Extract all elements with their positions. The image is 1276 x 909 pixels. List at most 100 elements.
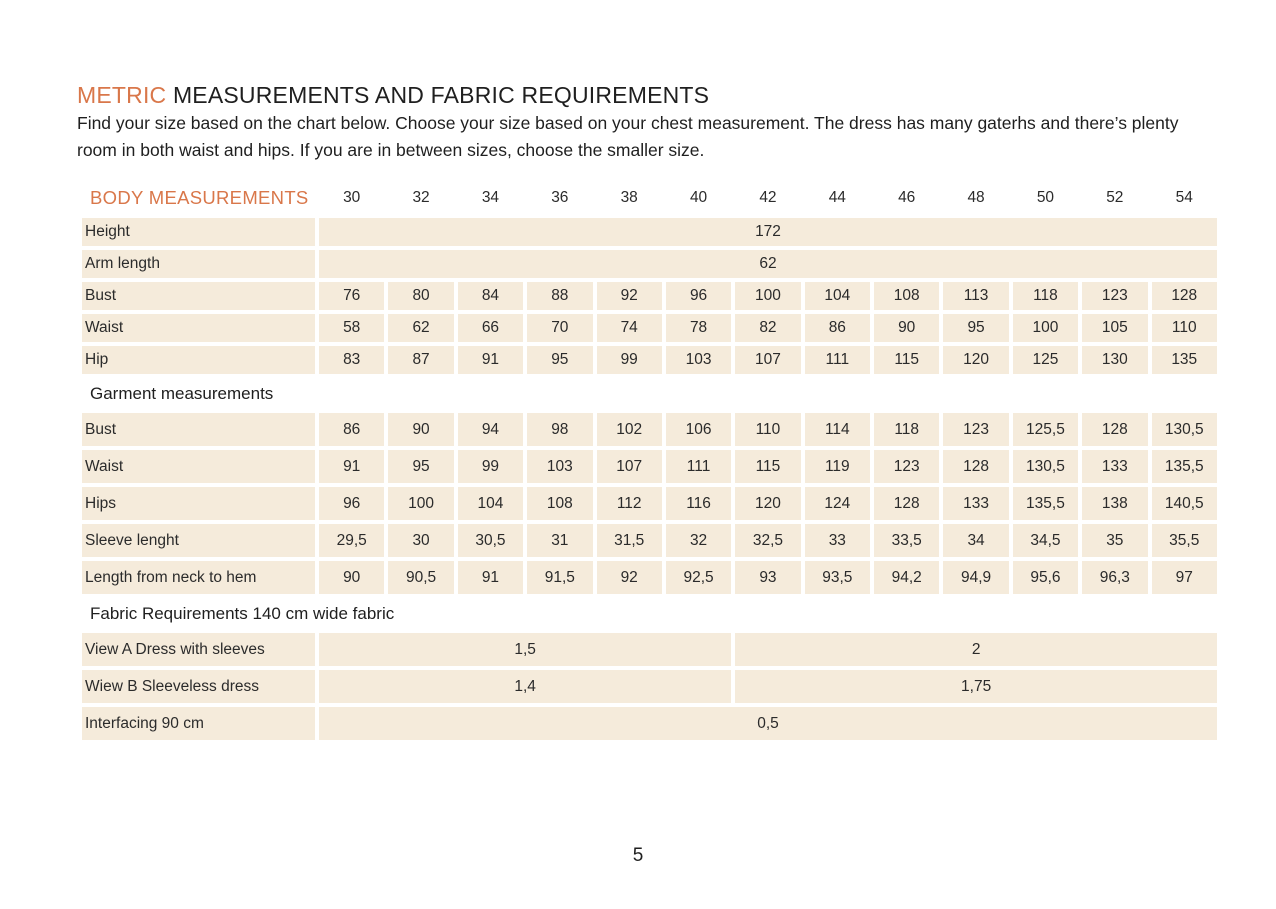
- value-cell: 90: [874, 314, 940, 342]
- value-cell: 128: [874, 487, 940, 520]
- value-cell: 86: [804, 314, 870, 342]
- garment-row-hips: Hips 96 100 104 108 112 116 120 124 128 133 135,5 13…: [82, 487, 1217, 520]
- row-label: Hips: [82, 487, 315, 520]
- fabric-row-view-b: Wiew B Sleeveless dress 1,4 1,75: [82, 670, 1217, 703]
- body-row-height: Height 172: [82, 218, 1217, 246]
- value-cell: 93,5: [804, 561, 870, 594]
- value-cell: 30,5: [457, 524, 524, 557]
- value-cell: 123: [943, 413, 1009, 446]
- value-cell: 111: [665, 450, 732, 483]
- size-label: 36: [551, 188, 569, 206]
- value-cell: 115: [874, 346, 940, 374]
- value-cell: 100: [1012, 314, 1079, 342]
- value-cell: 100: [388, 487, 454, 520]
- size-label: 32: [412, 188, 430, 206]
- value-cell: 76: [319, 282, 385, 310]
- body-row-waist: Waist 58 62 66 70 74 78 82 86 90 95 100 105 110: [82, 314, 1217, 342]
- fabric-value-large-sizes: 1,75: [735, 670, 1217, 703]
- row-label: Interfacing 90 cm: [82, 707, 315, 740]
- value-cell: 32: [665, 524, 732, 557]
- value-cell: 110: [1151, 314, 1217, 342]
- value-cell: 103: [527, 450, 593, 483]
- value-cell: 98: [527, 413, 593, 446]
- value-cell: 115: [735, 450, 801, 483]
- value-cell: 108: [527, 487, 593, 520]
- value-cell: 96,3: [1082, 561, 1148, 594]
- value-cell: 96: [319, 487, 385, 520]
- size-label: 30: [343, 188, 361, 206]
- value-cell: 130: [1082, 346, 1148, 374]
- value-cell: 140,5: [1151, 487, 1217, 520]
- fabric-row-interfacing: Interfacing 90 cm 0,5: [82, 707, 1217, 740]
- value-cell: 135: [1151, 346, 1217, 374]
- value-cell: 123: [1082, 282, 1148, 310]
- value-cell: 88: [527, 282, 593, 310]
- value-cell: 118: [1012, 282, 1079, 310]
- row-label: Waist: [82, 314, 315, 342]
- value-cell: 91: [457, 561, 524, 594]
- garment-row-length: Length from neck to hem 90 90,5 91 91,5 92 92,…: [82, 561, 1217, 594]
- value-cell: 91,5: [527, 561, 593, 594]
- row-label: Arm length: [82, 250, 315, 278]
- value-cell: 99: [596, 346, 662, 374]
- value-cell: 133: [943, 487, 1009, 520]
- value-cell: 94,2: [874, 561, 940, 594]
- size-chart-table: BODY MEASUREMENTS 30 32 34 36 38 40 42 44 46 48 50 5…: [78, 177, 1221, 744]
- value-cell: 107: [735, 346, 801, 374]
- value-cell: 86: [319, 413, 385, 446]
- value-cell: 105: [1082, 314, 1148, 342]
- row-label: Sleeve lenght: [82, 524, 315, 557]
- value-cell: 138: [1082, 487, 1148, 520]
- size-label: 42: [759, 188, 777, 206]
- value-cell: 92: [596, 282, 662, 310]
- value-cell: 111: [804, 346, 870, 374]
- value-cell: 90: [319, 561, 385, 594]
- value-cell: 128: [1082, 413, 1148, 446]
- value-cell: 108: [874, 282, 940, 310]
- value-cell: 92: [596, 561, 662, 594]
- fabric-row-view-a: View A Dress with sleeves 1,5 2: [82, 633, 1217, 666]
- value-cell: 34,5: [1012, 524, 1079, 557]
- garment-measurements-heading: Garment measurements: [90, 383, 274, 403]
- row-label: Bust: [82, 282, 315, 310]
- size-header-row: BODY MEASUREMENTS 30 32 34 36 38 40 42 44 46 48 50 5…: [82, 181, 1217, 214]
- value-cell: 29,5: [319, 524, 385, 557]
- garment-row-sleeve: Sleeve lenght 29,5 30 30,5 31 31,5 32 32,5 33 33,…: [82, 524, 1217, 557]
- row-label: Hip: [82, 346, 315, 374]
- merged-value-cell: 0,5: [319, 707, 1217, 740]
- value-cell: 30: [388, 524, 454, 557]
- value-cell: 120: [735, 487, 801, 520]
- value-cell: 58: [319, 314, 385, 342]
- value-cell: 135,5: [1151, 450, 1217, 483]
- merged-value-cell: 62: [319, 250, 1217, 278]
- value-cell: 104: [804, 282, 870, 310]
- value-cell: 118: [874, 413, 940, 446]
- fabric-section-row: Fabric Requirements 140 cm wide fabric: [82, 598, 1217, 629]
- title-accent: METRIC: [77, 82, 167, 108]
- value-cell: 93: [735, 561, 801, 594]
- value-cell: 116: [665, 487, 732, 520]
- value-cell: 125: [1012, 346, 1079, 374]
- row-label: Wiew B Sleeveless dress: [82, 670, 315, 703]
- value-cell: 133: [1082, 450, 1148, 483]
- value-cell: 119: [804, 450, 870, 483]
- value-cell: 31: [527, 524, 593, 557]
- value-cell: 90: [388, 413, 454, 446]
- value-cell: 95: [527, 346, 593, 374]
- value-cell: 114: [804, 413, 870, 446]
- value-cell: 80: [388, 282, 454, 310]
- size-label: 50: [1036, 188, 1055, 206]
- value-cell: 82: [735, 314, 801, 342]
- row-label: View A Dress with sleeves: [82, 633, 315, 666]
- value-cell: 35: [1082, 524, 1148, 557]
- value-cell: 87: [388, 346, 454, 374]
- size-label: 34: [481, 188, 500, 206]
- page-number: 5: [632, 845, 644, 866]
- value-cell: 100: [735, 282, 801, 310]
- value-cell: 90,5: [388, 561, 454, 594]
- value-cell: 135,5: [1012, 487, 1079, 520]
- value-cell: 94,9: [943, 561, 1009, 594]
- value-cell: 95: [388, 450, 454, 483]
- value-cell: 128: [943, 450, 1009, 483]
- value-cell: 94: [457, 413, 524, 446]
